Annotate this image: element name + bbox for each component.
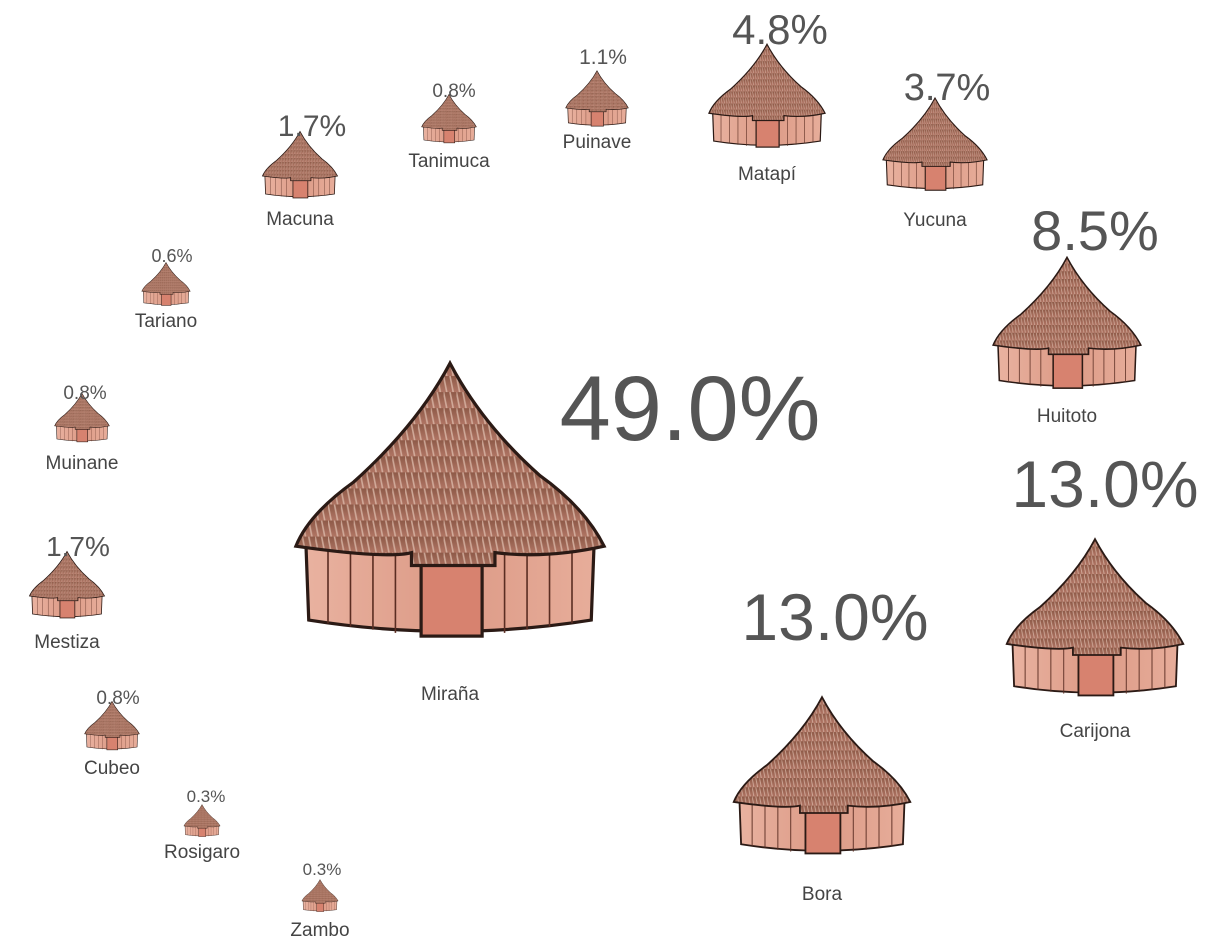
hut	[992, 256, 1142, 389]
category-label: Tariano	[135, 311, 197, 332]
value-label: 1.7%	[46, 531, 110, 562]
value-label: 13.0%	[741, 580, 928, 654]
category-label: Mestiza	[34, 632, 100, 653]
value-label: 1.1%	[579, 46, 627, 69]
category-label: Matapí	[738, 164, 797, 185]
category-label: Miraña	[421, 684, 480, 705]
category-label: Cubeo	[84, 758, 140, 779]
value-label: 3.7%	[904, 67, 991, 109]
category-label: Carijona	[1060, 721, 1131, 742]
category-label: Zambo	[290, 920, 349, 941]
value-label: 0.8%	[63, 383, 106, 404]
value-label: 0.8%	[432, 81, 475, 102]
hut	[294, 361, 606, 638]
hut	[141, 262, 191, 306]
hut	[565, 70, 629, 127]
hut	[1005, 538, 1185, 697]
category-label: Tanimuca	[408, 151, 490, 172]
value-label: 0.3%	[187, 787, 226, 806]
category-label: Huitoto	[1037, 406, 1097, 427]
value-label: 8.5%	[1031, 199, 1159, 262]
hut	[732, 696, 912, 855]
value-label: 13.0%	[1011, 447, 1198, 521]
hut	[301, 879, 339, 912]
hut	[183, 804, 221, 837]
value-label: 0.3%	[303, 860, 342, 879]
category-label: Puinave	[563, 132, 632, 153]
value-label: 4.8%	[732, 6, 828, 53]
category-label: Muinane	[46, 453, 119, 474]
hut	[882, 97, 988, 191]
category-label: Macuna	[266, 209, 334, 230]
value-label: 0.6%	[151, 246, 192, 266]
category-label: Rosigaro	[164, 842, 240, 863]
value-label: 0.8%	[96, 688, 139, 709]
category-label: Bora	[802, 884, 843, 905]
value-label: 49.0%	[560, 358, 821, 460]
hut	[708, 43, 826, 148]
category-label: Yucuna	[903, 210, 967, 231]
value-label: 1.7%	[278, 110, 346, 143]
